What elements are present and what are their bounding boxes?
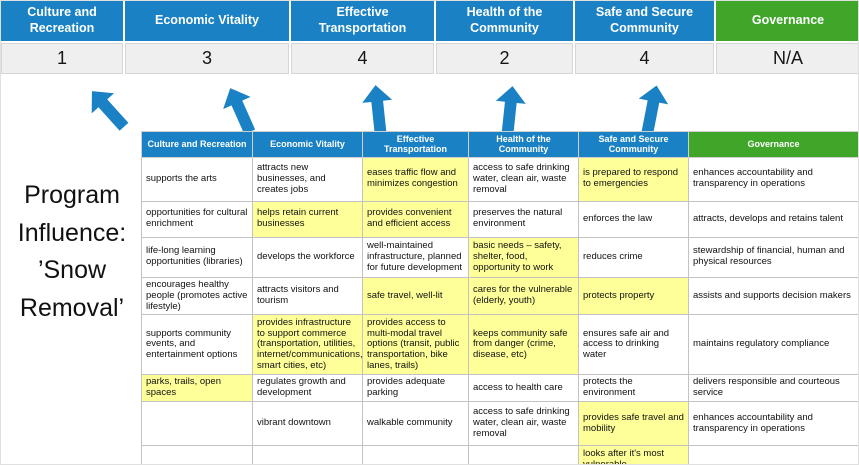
matrix-cell-r2c6: attracts, develops and retains talent bbox=[688, 200, 858, 238]
matrix-cell-r3c5: reduces crime bbox=[578, 236, 689, 278]
scoreboard: Culture and Recreation Economic Vitality E… bbox=[1, 1, 858, 74]
matrix-row-6: parks, trails, open spaces regulates grow… bbox=[141, 374, 858, 403]
matrix-cell-r8c5: looks after it's most vulnerable bbox=[578, 445, 689, 464]
matrix-cell-r7c6: enhances accountability and transparency… bbox=[688, 401, 858, 447]
matrix-cell-r2c1: opportunities for cultural enrichment bbox=[141, 200, 253, 238]
matrix-cell-r4c2: attracts visitors and tourism bbox=[252, 276, 363, 316]
matrix-cell-r7c3: walkable community bbox=[362, 401, 469, 447]
pillar-header-2: Economic Vitality bbox=[125, 1, 289, 41]
matrix-cell-r3c6: stewardship of financial, human and phys… bbox=[688, 236, 858, 278]
matrix-cell-r4c4: cares for the vulnerable (elderly, youth… bbox=[468, 276, 579, 316]
pillar-score-3: 4 bbox=[291, 43, 434, 74]
matrix-cell-r7c4: access to safe drinking water, clean air… bbox=[468, 401, 579, 447]
matrix-cell-r4c5: protects property bbox=[578, 276, 689, 316]
pillar-header-3: Effective Transportation bbox=[291, 1, 434, 41]
matrix-header-4: Health of the Community bbox=[468, 131, 579, 158]
pillar-score-2: 3 bbox=[125, 43, 289, 74]
matrix-cell-r7c2: vibrant downtown bbox=[252, 401, 363, 447]
matrix-header-2: Economic Vitality bbox=[252, 131, 363, 158]
up-arrow-icon bbox=[361, 84, 396, 135]
matrix-cell-r6c5: protects the environment bbox=[578, 374, 689, 403]
matrix-header-1: Culture and Recreation bbox=[141, 131, 253, 158]
matrix-header-5: Safe and Secure Community bbox=[578, 131, 689, 158]
up-arrow-icon bbox=[633, 83, 672, 136]
pillar-header-6: Governance bbox=[716, 1, 858, 41]
pillar-score-4: 2 bbox=[436, 43, 573, 74]
matrix-row-5: supports community events, and entertain… bbox=[141, 314, 858, 376]
matrix-cell-r3c4: basic needs – safety, shelter, food, opp… bbox=[468, 236, 579, 278]
matrix-cell-r4c6: assists and supports decision makers bbox=[688, 276, 858, 316]
matrix-cell-r8c3 bbox=[362, 445, 469, 464]
matrix-cell-r7c1 bbox=[141, 401, 253, 447]
pillar-header-5: Safe and Secure Community bbox=[575, 1, 714, 41]
matrix-cell-r1c5: is prepared to respond to emergencies bbox=[578, 156, 689, 202]
matrix-body: supports the arts attracts new businesses… bbox=[141, 156, 858, 464]
matrix-cell-r7c5: provides safe travel and mobility bbox=[578, 401, 689, 447]
program-influence-label: Program Influence: ’Snow Removal’ bbox=[1, 177, 143, 327]
matrix-cell-r5c5: ensures safe air and access to drinking … bbox=[578, 314, 689, 376]
up-arrow-icon bbox=[217, 82, 264, 138]
program-label-line: ’Snow bbox=[37, 256, 107, 284]
matrix-header-6: Governance bbox=[688, 131, 858, 158]
matrix-cell-r2c4: preserves the natural environment bbox=[468, 200, 579, 238]
matrix-cell-r2c5: enforces the law bbox=[578, 200, 689, 238]
matrix-cell-r1c4: access to safe drinking water, clean air… bbox=[468, 156, 579, 202]
matrix-cell-r5c6: maintains regulatory compliance bbox=[688, 314, 858, 376]
matrix-cell-r1c1: supports the arts bbox=[141, 156, 253, 202]
matrix-cell-r6c6: delivers responsible and courteous servi… bbox=[688, 374, 858, 403]
matrix-header-row: Culture and Recreation Economic Vitality E… bbox=[141, 131, 858, 158]
program-label-line: Program bbox=[24, 181, 120, 209]
matrix-cell-r1c3: eases traffic flow and minimizes congest… bbox=[362, 156, 469, 202]
matrix-cell-r5c4: keeps community safe from danger (crime,… bbox=[468, 314, 579, 376]
matrix-cell-r2c3: provides convenient and efficient access bbox=[362, 200, 469, 238]
matrix-cell-r2c2: helps retain current businesses bbox=[252, 200, 363, 238]
matrix-cell-r5c3: provides access to multi-modal travel op… bbox=[362, 314, 469, 376]
matrix-cell-r8c2 bbox=[252, 445, 363, 464]
matrix-cell-r6c4: access to health care bbox=[468, 374, 579, 403]
pillar-score-1: 1 bbox=[1, 43, 123, 74]
matrix-row-8: looks after it's most vulnerable bbox=[141, 445, 858, 464]
matrix-row-4: encourages healthy people (promotes acti… bbox=[141, 276, 858, 316]
matrix-cell-r8c1 bbox=[141, 445, 253, 464]
matrix-cell-r6c1: parks, trails, open spaces bbox=[141, 374, 253, 403]
scoreboard-header-row: Culture and Recreation Economic Vitality E… bbox=[1, 1, 858, 41]
up-arrow-icon bbox=[81, 81, 135, 137]
matrix-cell-r6c2: regulates growth and development bbox=[252, 374, 363, 403]
matrix-cell-r6c3: provides adequate parking bbox=[362, 374, 469, 403]
matrix-cell-r1c2: attracts new businesses, and creates job… bbox=[252, 156, 363, 202]
matrix-cell-r3c3: well-maintained infrastructure, planned … bbox=[362, 236, 469, 278]
matrix-cell-r3c1: life-long learning opportunities (librar… bbox=[141, 236, 253, 278]
pillar-score-6: N/A bbox=[716, 43, 858, 74]
up-arrow-icon bbox=[493, 85, 528, 136]
pillar-header-4: Health of the Community bbox=[436, 1, 573, 41]
matrix-cell-r8c4 bbox=[468, 445, 579, 464]
program-label-line: Removal’ bbox=[19, 293, 125, 322]
matrix-row-2: opportunities for cultural enrichment hel… bbox=[141, 200, 858, 238]
matrix-cell-r5c2: provides infrastructure to support comme… bbox=[252, 314, 363, 376]
scoreboard-score-row: 1 3 4 2 4 N/A bbox=[1, 43, 858, 74]
matrix-row-1: supports the arts attracts new businesses… bbox=[141, 156, 858, 202]
matrix-cell-r1c6: enhances accountability and transparency… bbox=[688, 156, 858, 202]
matrix-cell-r4c1: encourages healthy people (promotes acti… bbox=[141, 276, 253, 316]
matrix-cell-r8c6 bbox=[688, 445, 858, 464]
matrix-header-3: Effective Transportation bbox=[362, 131, 469, 158]
program-label-line: Influence: bbox=[17, 218, 127, 247]
matrix-cell-r4c3: safe travel, well-lit bbox=[362, 276, 469, 316]
matrix-cell-r3c2: develops the workforce bbox=[252, 236, 363, 278]
pillar-header-1: Culture and Recreation bbox=[1, 1, 123, 41]
influence-matrix: Culture and Recreation Economic Vitality E… bbox=[141, 131, 858, 464]
pillar-score-5: 4 bbox=[575, 43, 714, 74]
matrix-row-3: life-long learning opportunities (librar… bbox=[141, 236, 858, 278]
matrix-row-7: vibrant downtown walkable community access… bbox=[141, 401, 858, 447]
matrix-cell-r5c1: supports community events, and entertain… bbox=[141, 314, 253, 376]
